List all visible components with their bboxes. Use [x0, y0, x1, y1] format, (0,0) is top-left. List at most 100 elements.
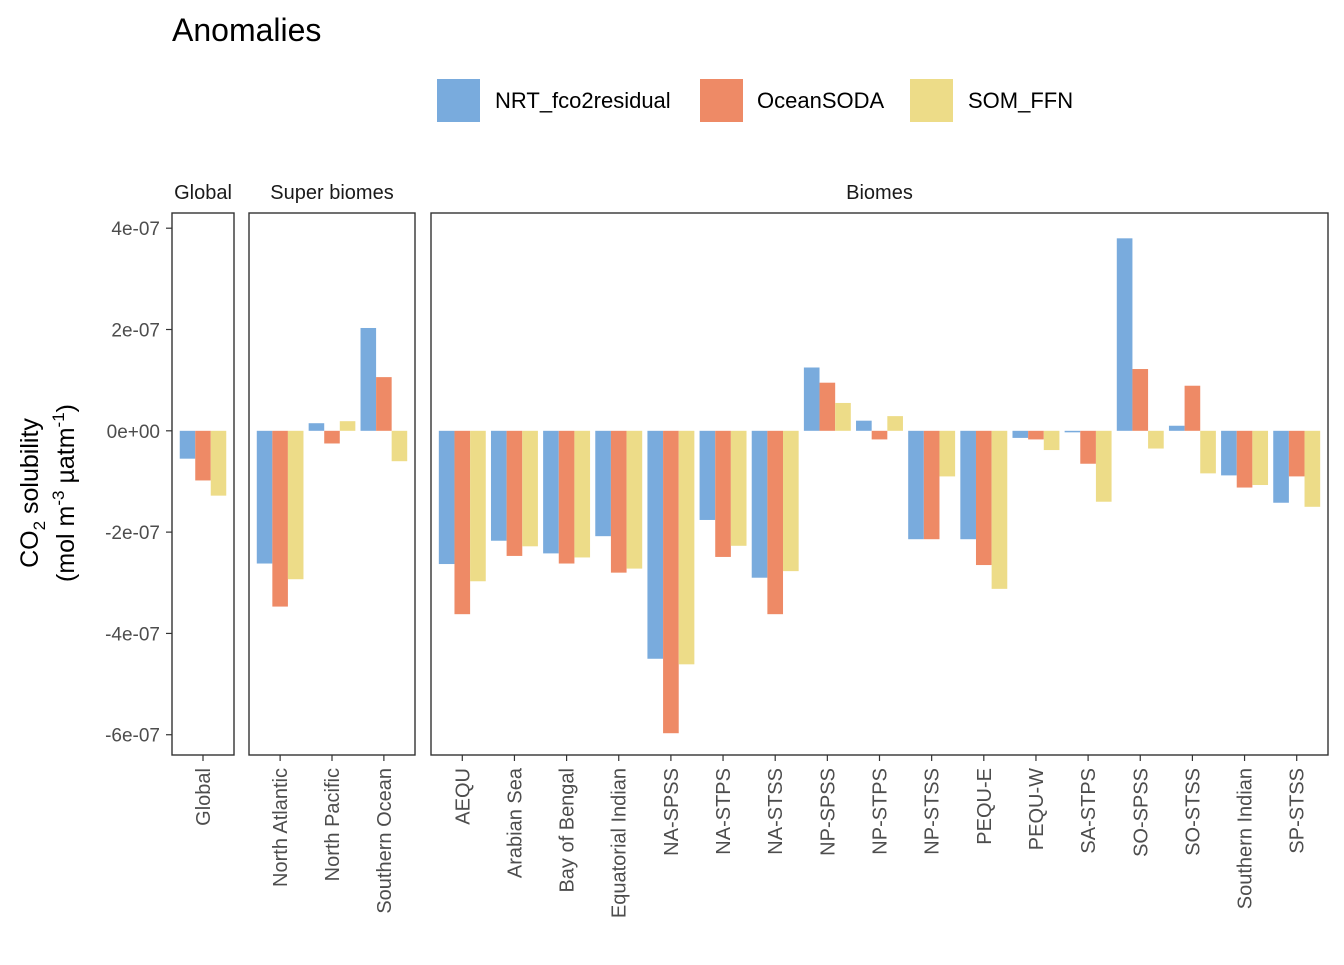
bar	[610, 430, 627, 573]
bar	[939, 430, 956, 477]
facet-strip-label: Super biomes	[270, 182, 393, 204]
x-tick-label: North Pacific	[322, 768, 344, 881]
bar	[678, 430, 695, 665]
x-tick-label: Bay of Bengal	[557, 768, 579, 893]
bar	[454, 430, 471, 615]
x-tick-label: PEQU-W	[1026, 768, 1048, 850]
bar	[1080, 430, 1096, 464]
legend-label-nrt: NRT_fco2residual	[495, 88, 671, 113]
x-tick-label: Equatorial Indian	[609, 768, 631, 918]
bar	[1012, 430, 1029, 438]
bar	[1028, 430, 1044, 440]
panel-border	[430, 212, 1329, 756]
bar	[663, 430, 679, 734]
bar	[558, 430, 575, 564]
bar	[908, 430, 924, 540]
x-tick-label: SP-STSS	[1287, 768, 1309, 854]
bar	[1064, 430, 1081, 433]
bar	[1221, 430, 1237, 476]
bar	[195, 430, 211, 481]
bar	[699, 430, 716, 520]
facet-panels: Global Global Super biomes North Atlantic No…	[171, 182, 1329, 918]
bar	[923, 430, 940, 540]
x-tick-label: SO-SPSS	[1130, 768, 1152, 857]
bar	[287, 430, 304, 580]
y-tick-label: 2e-07	[111, 321, 160, 342]
y-axis-title-middle: µatm	[52, 427, 80, 490]
bar	[324, 430, 340, 444]
bar	[626, 430, 643, 569]
bar	[819, 382, 836, 431]
y-tick-label: 0e+00	[107, 422, 160, 443]
x-tick-label: Arabian Sea	[504, 767, 526, 878]
y-axis-title-sup1: -3	[49, 490, 68, 505]
x-tick-label: AEQU	[452, 768, 474, 825]
bar	[543, 430, 559, 554]
bar	[1184, 385, 1201, 431]
y-tick-label: -4e-07	[105, 624, 160, 645]
y-axis-title-co: CO	[16, 530, 44, 568]
legend: NRT_fco2residual OceanSODA SOM_FFN	[437, 79, 1073, 122]
y-axis-title-sub: 2	[30, 521, 49, 530]
panel-border	[248, 212, 416, 756]
bar	[490, 430, 507, 541]
x-tick-label: SO-STSS	[1182, 768, 1204, 856]
y-tick-label: -6e-07	[105, 726, 160, 747]
y-axis-title: CO2 solubility (mol m-3 µatm-1)	[16, 404, 80, 582]
y-axis-title-sup2: -1	[49, 412, 68, 427]
x-tick-label: North Atlantic	[270, 768, 292, 887]
bar	[1273, 430, 1289, 503]
bar	[1095, 430, 1112, 502]
bar	[272, 430, 288, 607]
bar	[179, 430, 196, 459]
x-tick-label: SA-STPS	[1078, 768, 1100, 854]
bar	[715, 430, 731, 557]
chart-title: Anomalies	[172, 12, 321, 48]
y-axis-title-line2: (mol m-3 µatm-1)	[49, 404, 80, 582]
bar	[835, 402, 851, 431]
bar	[574, 430, 591, 558]
bar	[595, 430, 611, 537]
bar	[470, 430, 486, 582]
y-tick-label: -2e-07	[105, 523, 160, 544]
bar	[887, 416, 903, 431]
bar	[803, 367, 820, 431]
bar	[1252, 430, 1269, 486]
bar	[730, 430, 747, 546]
y-axis-title-suffix: )	[52, 404, 80, 412]
facet-panel: Super biomes North Atlantic North Pacific S…	[248, 182, 416, 914]
x-tick-label: Southern Indian	[1235, 768, 1257, 909]
x-tick-label: Southern Ocean	[374, 768, 396, 914]
bar	[783, 430, 799, 572]
bar	[1236, 430, 1253, 488]
x-tick-label: NP-STPS	[870, 768, 892, 855]
y-axis-title-prefix: (mol m	[52, 506, 80, 582]
x-tick-label: NP-STSS	[922, 768, 944, 855]
bar	[256, 430, 273, 564]
bar	[1132, 369, 1149, 431]
x-tick-label: NP-SPSS	[817, 768, 839, 856]
bar	[438, 430, 455, 565]
y-axis-title-rest: solubility	[16, 418, 44, 521]
bar	[360, 327, 377, 431]
bar	[1288, 430, 1305, 477]
bar	[647, 430, 664, 659]
bar	[339, 421, 356, 431]
bar	[991, 430, 1008, 589]
x-tick-label: NA-STPS	[713, 768, 735, 855]
facet-strip-label: Global	[174, 182, 232, 204]
bar	[308, 423, 325, 431]
bar	[376, 377, 392, 431]
bar	[1116, 238, 1133, 431]
bar	[1148, 430, 1164, 449]
bar	[1168, 425, 1185, 431]
bar	[856, 420, 872, 431]
bar	[767, 430, 784, 615]
legend-key-somffn	[910, 79, 953, 122]
bar	[522, 430, 538, 547]
facet-panel: Global Global	[171, 182, 235, 826]
x-tick-label: PEQU-E	[974, 768, 996, 845]
bar	[1304, 430, 1321, 507]
